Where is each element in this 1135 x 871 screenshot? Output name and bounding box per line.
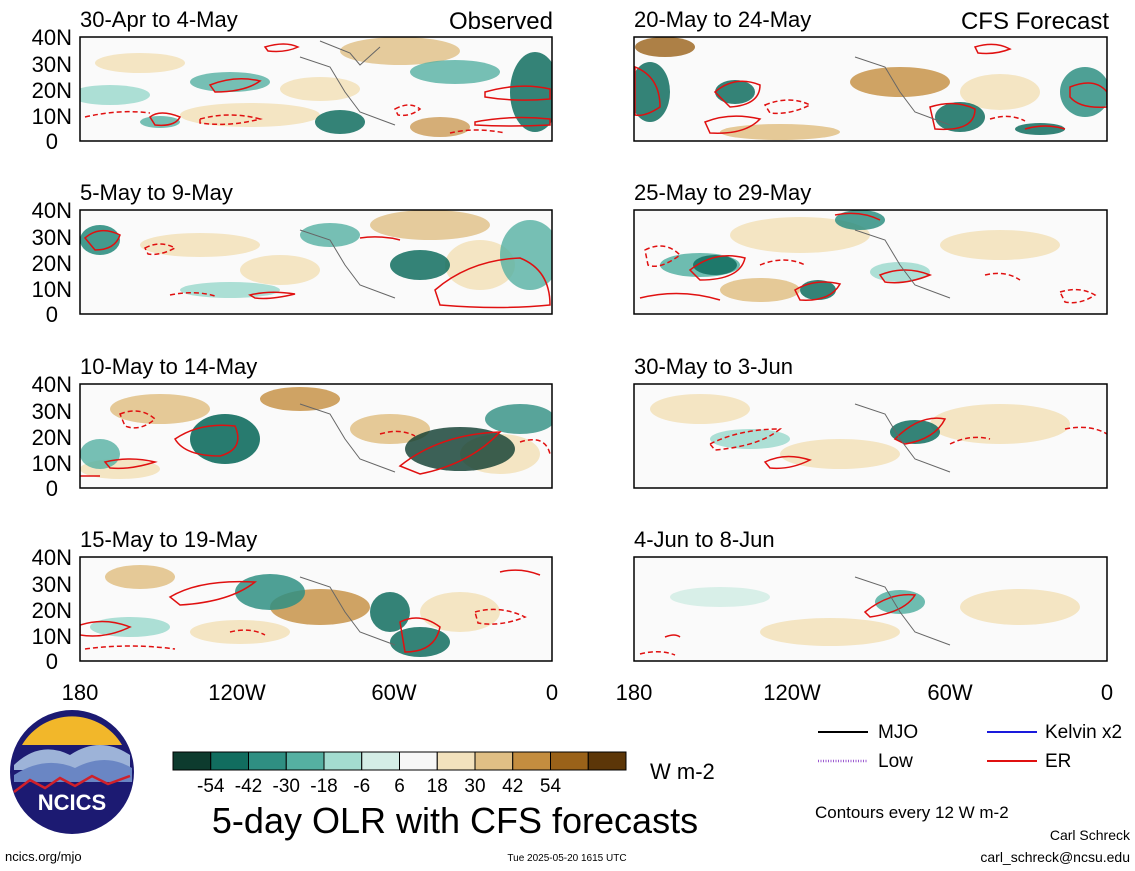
longitude-labels: 180 120W 60W 0 180 120W 60W 0 — [62, 680, 1113, 700]
lat-label: 40N — [32, 198, 72, 223]
forecast-panel-2: 25-May to 29-May — [633, 180, 1108, 315]
colorbar-swatch — [587, 751, 627, 771]
panel-period-label: 15-May to 19-May — [80, 527, 257, 552]
colorbar-swatch — [436, 751, 476, 771]
colorbar-tick-label: -30 — [273, 776, 300, 797]
svg-text:Kelvin x2: Kelvin x2 — [1045, 722, 1122, 743]
colorbar-swatch — [512, 751, 551, 771]
bottom-area: NCICS -54 -42 -30 -18 -6 6 18 30 42 54 W m-2 5-da… — [5, 710, 1131, 865]
lat-label: 10N — [32, 624, 72, 649]
colorbar-swatch — [323, 751, 363, 771]
lat-label: 10N — [32, 451, 72, 476]
lat-label: 20N — [32, 78, 72, 103]
panel-period-label: 4-Jun to 8-Jun — [634, 527, 775, 552]
observed-panel-1: 30-Apr to 4-May — [79, 7, 553, 142]
panel-period-label: 30-Apr to 4-May — [80, 7, 238, 32]
colorbar-swatch — [361, 751, 400, 771]
lat-label: 20N — [32, 251, 72, 276]
forecast-panel-1: 20-May to 24-May — [633, 7, 1108, 142]
panel-period-label: 25-May to 29-May — [634, 180, 811, 205]
logo-text: NCICS — [38, 790, 106, 815]
colorbar-tick-label: 54 — [540, 776, 562, 797]
colorbar-tick-label: 42 — [502, 776, 523, 797]
lon-label: 120W — [763, 680, 821, 700]
forecast-panel-4: 4-Jun to 8-Jun — [633, 527, 1108, 662]
colorbar-tick-label: -18 — [310, 776, 337, 797]
colorbar-swatch — [248, 751, 287, 771]
chart-title: 5-day OLR with CFS forecasts — [212, 800, 698, 841]
colorbar-swatch — [474, 751, 514, 771]
panel-period-label: 20-May to 24-May — [634, 7, 811, 32]
lat-label: 0 — [46, 476, 58, 501]
colorbar-tick-label: -54 — [197, 776, 225, 797]
colorbar-swatch — [550, 751, 589, 771]
latitude-labels: 40N 30N 20N 10N 0 40N 30N 20N 10N 0 40N … — [32, 25, 72, 674]
colorbar-unit: W m-2 — [650, 759, 715, 784]
colorbar-tick-label: 30 — [464, 776, 485, 797]
colorbar: -54 -42 -30 -18 -6 6 18 30 42 54 — [172, 751, 627, 797]
forecast-label: CFS Forecast — [961, 8, 1109, 35]
panel-period-label: 10-May to 14-May — [80, 354, 257, 379]
observed-panel-4: 15-May to 19-May — [79, 527, 553, 662]
observed-panel-3: 10-May to 14-May — [79, 354, 553, 489]
timestamp: Tue 2025-05-20 1615 UTC — [507, 853, 626, 864]
colorbar-swatch — [399, 751, 438, 771]
lat-label: 30N — [32, 399, 72, 424]
colorbar-tick-label: 18 — [427, 776, 448, 797]
svg-text:MJO: MJO — [878, 722, 918, 743]
lat-label: 40N — [32, 545, 72, 570]
contour-note: Contours every 12 W m-2 — [815, 803, 1009, 822]
observed-label: Observed — [449, 8, 553, 35]
lat-label: 20N — [32, 425, 72, 450]
author-email: carl_schreck@ncsu.edu — [980, 849, 1130, 865]
lon-label: 180 — [616, 680, 653, 700]
observed-panel-2: 5-May to 9-May — [79, 180, 553, 315]
lat-label: 10N — [32, 277, 72, 302]
lon-label: 60W — [927, 680, 972, 700]
lon-label: 120W — [208, 680, 266, 700]
legend-item-kelvin: Kelvin x2 — [987, 722, 1122, 743]
lat-label: 0 — [46, 129, 58, 154]
lon-label: 60W — [371, 680, 416, 700]
legend-item-mjo: MJO — [818, 722, 918, 743]
legend: MJO Kelvin x2 Low ER — [818, 722, 1122, 772]
panel-period-label: 30-May to 3-Jun — [634, 354, 793, 379]
lon-label: 0 — [546, 680, 558, 700]
lat-label: 30N — [32, 52, 72, 77]
lat-label: 10N — [32, 104, 72, 129]
legend-item-er: ER — [987, 751, 1071, 772]
lat-label: 40N — [32, 25, 72, 50]
colorbar-swatch — [172, 751, 212, 771]
svg-text:ER: ER — [1045, 751, 1071, 772]
ncics-logo: NCICS — [10, 710, 134, 834]
legend-item-low: Low — [818, 751, 913, 772]
lat-label: 0 — [46, 302, 58, 327]
colorbar-swatch — [210, 751, 249, 771]
colorbar-tick-label: 6 — [394, 776, 405, 797]
lat-label: 0 — [46, 649, 58, 674]
author: Carl Schreck — [1050, 827, 1131, 843]
colorbar-swatch — [285, 751, 325, 771]
site-url: ncics.org/mjo — [5, 849, 82, 864]
forecast-panel-3: 30-May to 3-Jun — [633, 354, 1108, 489]
panel-period-label: 5-May to 9-May — [80, 180, 233, 205]
colorbar-tick-label: -6 — [353, 776, 370, 797]
lat-label: 40N — [32, 372, 72, 397]
colorbar-tick-label: -42 — [235, 776, 262, 797]
lat-label: 20N — [32, 598, 72, 623]
lon-label: 0 — [1101, 680, 1113, 700]
lat-label: 30N — [32, 572, 72, 597]
lat-label: 30N — [32, 225, 72, 250]
svg-text:Low: Low — [878, 751, 913, 772]
lon-label: 180 — [62, 680, 99, 700]
olr-figure: Observed CFS Forecast 30-Apr to 4-May — [32, 7, 1113, 700]
